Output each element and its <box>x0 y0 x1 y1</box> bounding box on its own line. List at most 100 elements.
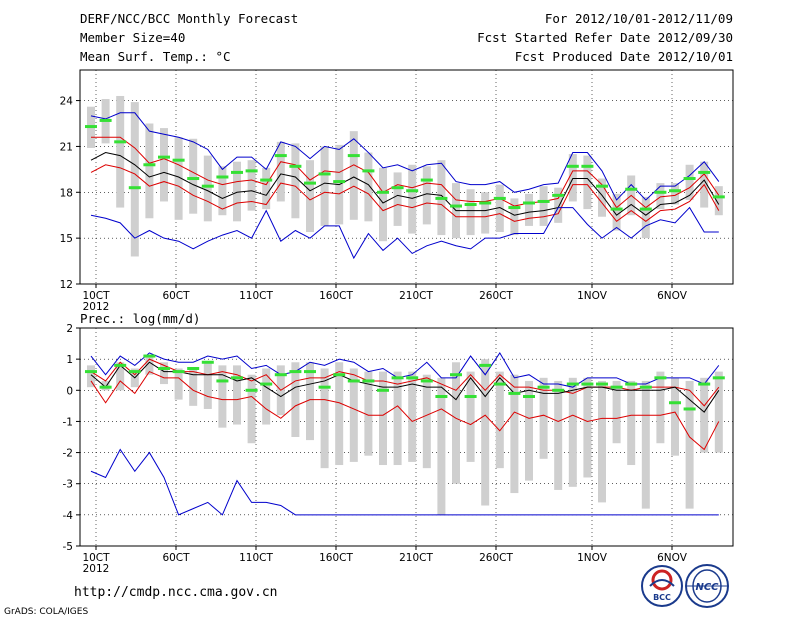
spread-box <box>525 193 533 226</box>
spread-box <box>262 368 271 425</box>
spread-box <box>145 356 154 375</box>
spread-box <box>379 167 387 242</box>
green-marker <box>143 354 156 358</box>
spread-box <box>87 365 95 388</box>
x-year-label: 2012 <box>83 563 110 575</box>
spread-box <box>320 146 329 226</box>
green-marker <box>245 388 258 392</box>
green-marker <box>435 196 448 200</box>
spread-box <box>568 377 577 487</box>
started-date: Fcst Started Refer Date 2012/09/30 <box>477 30 733 45</box>
green-marker <box>698 382 711 386</box>
green-marker <box>391 376 404 380</box>
green-marker <box>669 189 681 193</box>
green-marker <box>669 401 681 405</box>
green-marker <box>231 170 243 174</box>
spread-box <box>116 95 125 208</box>
green-marker <box>158 366 170 370</box>
green-marker <box>99 118 112 122</box>
spread-box <box>481 359 490 506</box>
green-marker <box>712 195 725 199</box>
green-marker <box>362 169 375 173</box>
spread-box <box>379 371 387 466</box>
green-marker <box>362 379 375 383</box>
green-marker <box>566 164 579 168</box>
spread-box <box>627 380 636 466</box>
green-marker <box>274 373 287 377</box>
spread-box <box>160 128 168 202</box>
green-marker <box>347 379 360 383</box>
spread-box <box>276 141 285 202</box>
green-marker <box>85 125 97 129</box>
spread-box <box>539 186 548 226</box>
green-marker <box>435 395 448 399</box>
x-tick-label: 6NOV <box>657 290 688 302</box>
green-marker <box>347 154 360 158</box>
green-marker <box>128 370 141 374</box>
spread-box <box>247 160 256 211</box>
member-size: Member Size=40 <box>80 30 185 45</box>
green-marker <box>128 186 141 190</box>
series-ens_max-line <box>91 136 720 209</box>
green-marker <box>450 204 462 208</box>
spread-box <box>130 102 139 257</box>
spread-box <box>656 371 665 444</box>
spread-box <box>145 123 154 219</box>
spread-box <box>466 189 475 236</box>
green-marker <box>201 184 214 188</box>
green-marker <box>289 370 302 374</box>
bcc-logo: BCC <box>641 565 683 607</box>
spread-box <box>452 362 460 484</box>
series-mean-line <box>90 361 720 413</box>
spread-box <box>218 365 227 428</box>
green-marker <box>493 382 506 386</box>
x-year-label: 2012 <box>83 301 110 313</box>
spread-box <box>364 371 373 456</box>
green-marker <box>114 140 127 144</box>
spread-box <box>233 365 241 425</box>
green-marker <box>639 207 652 211</box>
green-marker <box>479 363 492 367</box>
y-tick-label: 12 <box>60 279 73 291</box>
green-marker <box>625 187 638 191</box>
spread-box <box>612 193 621 231</box>
source-url: http://cmdp.ncc.cma.gov.cn <box>74 585 278 600</box>
spread-box <box>101 380 110 391</box>
x-tick-label: 210CT <box>399 290 433 302</box>
spread-box <box>422 166 431 225</box>
y-tick-label: 1 <box>66 354 73 366</box>
spread-box <box>422 374 431 469</box>
spread-box <box>116 362 125 391</box>
x-tick-label: 1NOV <box>577 552 608 564</box>
green-marker <box>464 203 477 207</box>
series-mean-line <box>90 152 720 216</box>
spread-box <box>598 380 606 503</box>
spread-box <box>393 172 402 226</box>
green-marker <box>464 395 477 399</box>
green-marker <box>216 175 229 179</box>
spread-box <box>525 380 533 481</box>
green-marker <box>683 177 696 181</box>
y-tick-label: 21 <box>60 141 73 153</box>
spread-box <box>408 164 417 234</box>
green-marker <box>581 164 594 168</box>
grads-credit: GrADS: COLA/IGES <box>4 607 88 617</box>
x-tick-label: 160CT <box>319 290 353 302</box>
x-tick-label: 260CT <box>479 552 513 564</box>
spread-box <box>495 371 504 469</box>
spread-box <box>466 371 475 462</box>
x-tick-label: 60CT <box>162 552 190 564</box>
spread-box <box>291 362 300 437</box>
green-marker <box>274 154 287 158</box>
green-marker <box>420 379 433 383</box>
forecast-period: For 2012/10/01-2012/11/09 <box>545 11 733 26</box>
spread-box <box>510 198 519 236</box>
spread-box <box>437 377 446 515</box>
spread-box <box>656 183 665 210</box>
spread-box <box>393 371 402 466</box>
bcc-logo-text: BCC <box>653 593 671 602</box>
series-ens_min-line <box>90 164 720 223</box>
green-marker <box>172 370 185 374</box>
series-max-line <box>90 351 720 388</box>
y-tick-label: -4 <box>63 510 74 522</box>
